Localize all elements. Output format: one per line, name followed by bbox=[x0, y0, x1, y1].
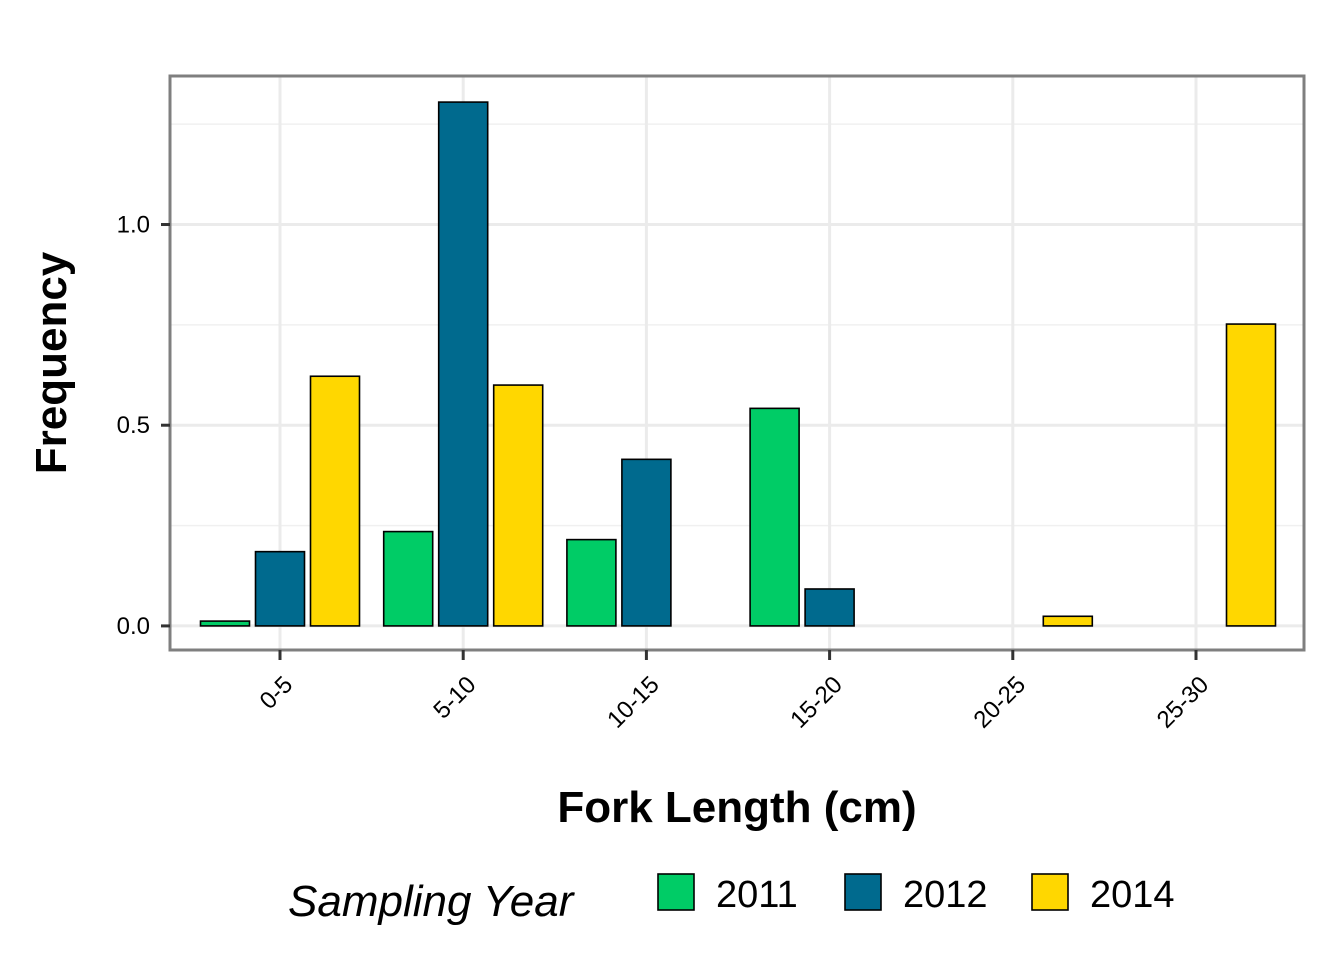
x-axis-title: Fork Length (cm) bbox=[557, 783, 916, 832]
bar-2012-0-5 bbox=[254, 550, 306, 627]
x-tick-label: 0-5 bbox=[255, 671, 299, 715]
bar-2014-25-30 bbox=[1225, 323, 1277, 627]
bar-2014-0-5 bbox=[309, 375, 361, 627]
y-tick-label: 0.5 bbox=[117, 412, 150, 439]
bar-2011-5-10 bbox=[382, 530, 434, 627]
bar-2011-0-5 bbox=[199, 620, 251, 627]
legend-key-2014 bbox=[1031, 873, 1069, 911]
x-tick-label: 5-10 bbox=[428, 671, 481, 724]
x-tick-label: 10-15 bbox=[602, 671, 665, 734]
bar-2012-15-20 bbox=[804, 588, 855, 627]
x-tick-label: 25-30 bbox=[1152, 671, 1215, 734]
y-tick-label: 0.0 bbox=[117, 613, 150, 640]
bar-2011-15-20 bbox=[749, 407, 800, 627]
y-axis-title: Frequency bbox=[27, 251, 76, 474]
bar-2011-10-15 bbox=[566, 538, 617, 627]
bars bbox=[199, 101, 1277, 627]
panel-border bbox=[168, 74, 1306, 652]
legend-key-2012 bbox=[844, 873, 882, 911]
y-tick-label: 1.0 bbox=[117, 212, 150, 239]
legend-label-2012: 2012 bbox=[903, 874, 988, 916]
legend: Sampling Year 2011 2012 2014 bbox=[288, 873, 1175, 926]
legend-title: Sampling Year bbox=[288, 877, 576, 926]
x-tick-label: 15-20 bbox=[785, 671, 848, 734]
bar-2012-10-15 bbox=[621, 458, 672, 627]
bar-2014-20-25 bbox=[1042, 615, 1094, 627]
bar-2014-5-10 bbox=[492, 384, 544, 627]
x-tick-label: 20-25 bbox=[969, 671, 1032, 734]
legend-label-2014: 2014 bbox=[1090, 874, 1175, 916]
legend-label-2011: 2011 bbox=[716, 874, 798, 916]
legend-key-2011 bbox=[657, 873, 695, 911]
bar-2012-5-10 bbox=[437, 101, 489, 627]
